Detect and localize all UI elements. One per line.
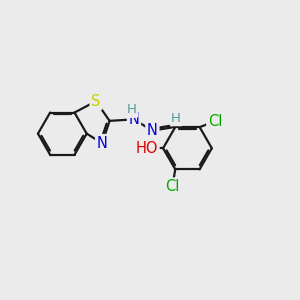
Text: H: H: [127, 103, 136, 116]
Text: N: N: [147, 123, 158, 138]
Text: N: N: [128, 112, 140, 127]
Text: N: N: [97, 136, 108, 151]
Text: S: S: [91, 94, 101, 109]
Text: Cl: Cl: [208, 114, 222, 129]
Text: H: H: [171, 112, 181, 125]
Text: Cl: Cl: [165, 179, 179, 194]
Text: HO: HO: [136, 141, 158, 156]
